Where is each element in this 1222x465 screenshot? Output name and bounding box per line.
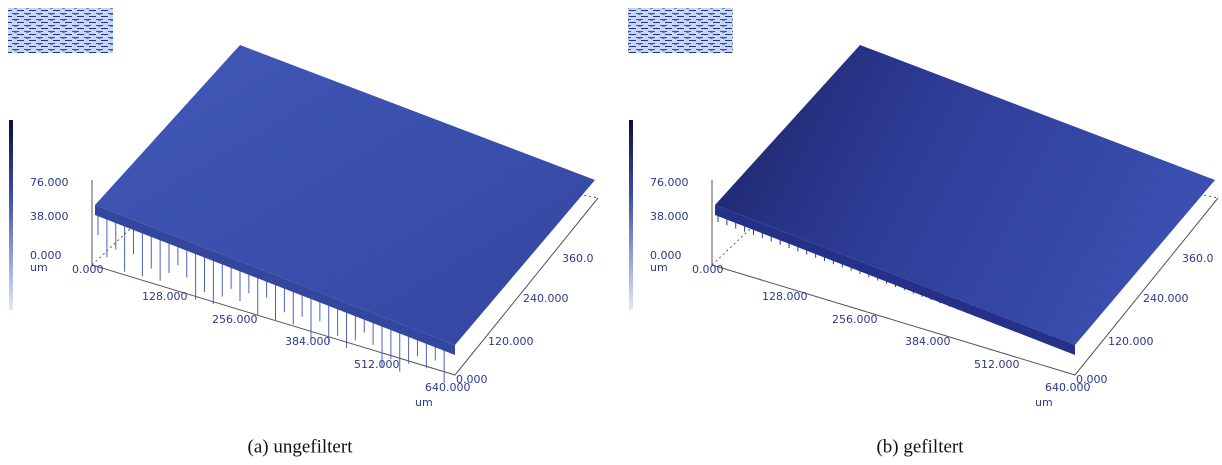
x-tick-label: 384.000 <box>905 335 951 348</box>
caption: (a) ungefiltert <box>248 436 354 457</box>
x-tick-label: 256.000 <box>212 313 258 326</box>
axis <box>711 180 1219 376</box>
y-tick-label: 240.000 <box>523 292 569 305</box>
y-tick-label: 360.0 <box>562 252 594 265</box>
y-tick-label: 360.0 <box>1182 252 1214 265</box>
thumbnail <box>8 8 113 53</box>
surface <box>95 45 595 345</box>
surface <box>715 45 1215 345</box>
z-unit: um <box>30 261 48 274</box>
x-unit: um <box>1035 396 1053 409</box>
y-tick-label: 240.000 <box>1143 292 1189 305</box>
x-tick-label: 128.000 <box>762 290 808 303</box>
y-tick-label: 0.000 <box>456 373 488 386</box>
color-bar <box>629 120 633 310</box>
z-tick-label: 0.000 <box>650 249 682 262</box>
x-tick-label: 512.000 <box>354 358 400 371</box>
y-tick-label: 0.000 <box>1076 373 1108 386</box>
x-tick-label: 256.000 <box>832 313 878 326</box>
x-tick-label: 640.000 <box>425 381 471 394</box>
x-tick-label: 0.000 <box>72 263 104 276</box>
z-tick-label: 76.000 <box>30 176 69 189</box>
y-tick-label: 120.000 <box>488 335 534 348</box>
surface-edge <box>715 205 1075 355</box>
x-tick-label: 0.000 <box>692 263 724 276</box>
y-tick-label: 120.000 <box>1108 335 1154 348</box>
caption: (b) gefiltert <box>876 436 964 457</box>
z-tick-label: 76.000 <box>650 176 689 189</box>
x-tick-label: 128.000 <box>142 290 188 303</box>
z-unit: um <box>650 261 668 274</box>
axis <box>91 180 599 376</box>
x-tick-label: 384.000 <box>285 335 331 348</box>
surface-edge <box>95 205 455 355</box>
x-tick-label: 512.000 <box>974 358 1020 371</box>
z-tick-label: 0.000 <box>30 249 62 262</box>
thumbnail <box>628 8 733 53</box>
color-bar <box>9 120 13 310</box>
z-tick-label: 38.000 <box>650 210 689 223</box>
x-unit: um <box>415 396 433 409</box>
z-tick-label: 38.000 <box>30 210 69 223</box>
x-tick-label: 640.000 <box>1045 381 1091 394</box>
